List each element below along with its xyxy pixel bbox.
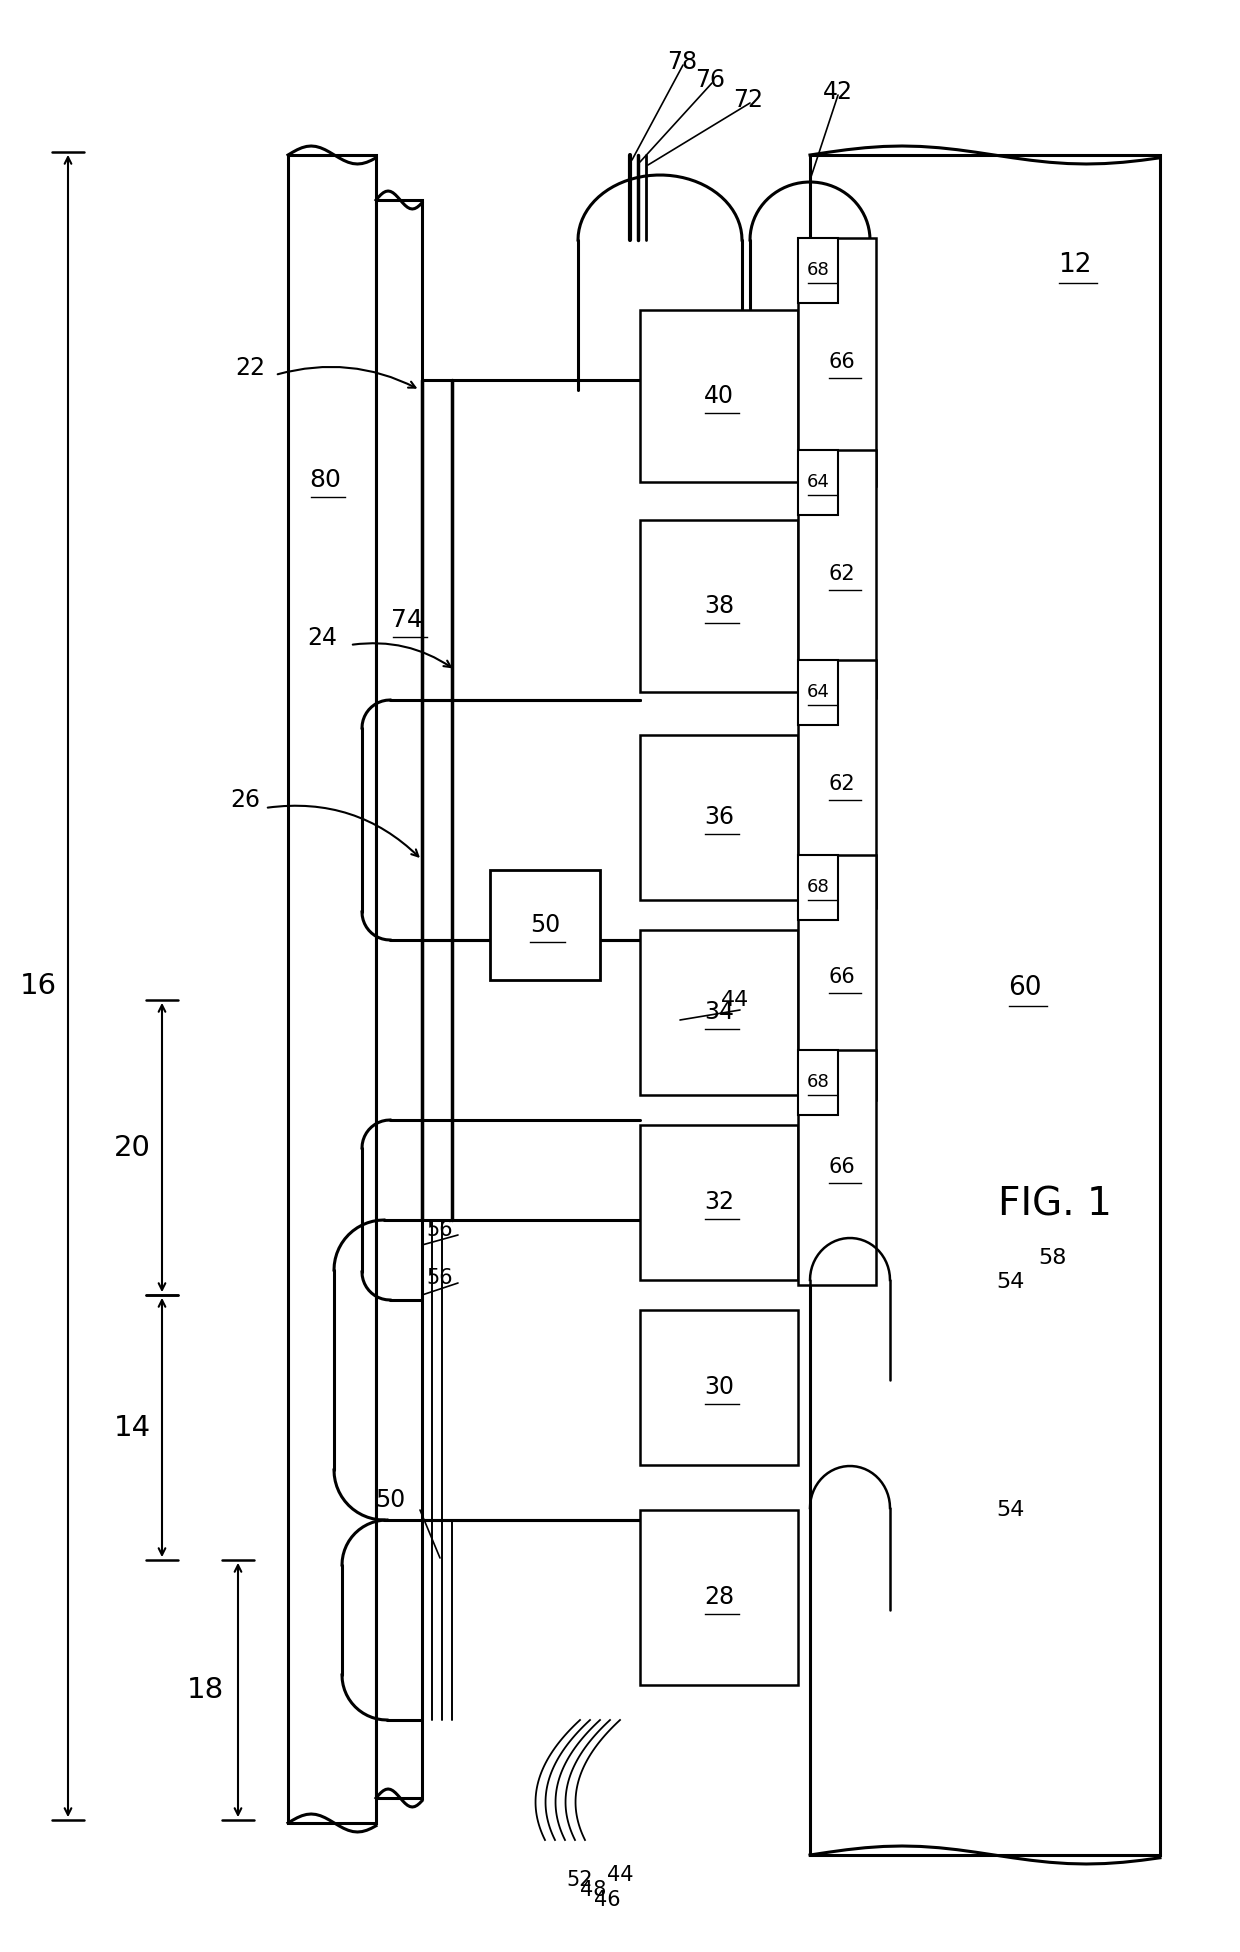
Bar	[799, 855, 875, 1101]
Text: 78: 78	[667, 51, 697, 74]
Text: 62: 62	[828, 775, 856, 794]
Bar	[799, 238, 875, 486]
Text: 62: 62	[828, 564, 856, 584]
Bar	[799, 660, 838, 724]
Text: 50: 50	[374, 1487, 405, 1513]
Text: 50: 50	[529, 914, 560, 937]
Text: 36: 36	[704, 804, 734, 830]
Text: 56: 56	[427, 1220, 454, 1240]
Bar	[640, 1124, 799, 1281]
Text: 24: 24	[308, 627, 337, 650]
Bar	[799, 238, 838, 303]
Text: 72: 72	[733, 88, 763, 111]
Text: 30: 30	[704, 1374, 734, 1400]
Text: 12: 12	[1058, 252, 1091, 277]
Text: 58: 58	[1038, 1247, 1066, 1269]
Text: 14: 14	[113, 1413, 150, 1443]
Text: 68: 68	[807, 262, 830, 279]
Text: 40: 40	[704, 385, 734, 408]
Bar	[799, 660, 875, 908]
Bar	[640, 929, 799, 1095]
Text: 28: 28	[704, 1585, 734, 1608]
Text: 44: 44	[606, 1864, 634, 1886]
Text: 44: 44	[720, 990, 749, 1009]
Text: 42: 42	[823, 80, 853, 103]
Text: 32: 32	[704, 1191, 734, 1214]
Bar	[810, 154, 1159, 1854]
Text: 66: 66	[828, 966, 856, 988]
Bar	[799, 451, 838, 515]
Bar	[376, 199, 422, 1798]
Text: 64: 64	[806, 472, 830, 492]
Bar	[640, 736, 799, 900]
Text: 48: 48	[580, 1880, 606, 1899]
Text: 60: 60	[1008, 974, 1042, 1001]
Text: 26: 26	[229, 789, 260, 812]
Text: 80: 80	[309, 468, 341, 492]
Text: 54: 54	[996, 1499, 1024, 1521]
Bar	[799, 1050, 838, 1115]
Text: 56: 56	[427, 1269, 454, 1288]
Text: 74: 74	[391, 607, 423, 632]
Text: FIG. 1: FIG. 1	[998, 1187, 1112, 1224]
Bar	[799, 855, 838, 919]
Text: 64: 64	[806, 683, 830, 701]
Text: 52: 52	[567, 1870, 593, 1890]
Text: 46: 46	[594, 1890, 620, 1909]
Text: 68: 68	[807, 878, 830, 896]
Text: 18: 18	[186, 1677, 223, 1704]
Text: 20: 20	[114, 1134, 150, 1161]
Text: 66: 66	[828, 351, 856, 373]
Text: 38: 38	[704, 593, 734, 619]
Bar	[799, 451, 875, 699]
Bar	[640, 310, 799, 482]
Bar	[640, 519, 799, 693]
Text: 54: 54	[996, 1273, 1024, 1292]
Bar	[288, 154, 376, 1823]
Bar	[490, 871, 600, 980]
Text: 66: 66	[828, 1158, 856, 1177]
Text: 16: 16	[20, 972, 57, 999]
Bar	[640, 1310, 799, 1466]
Text: 34: 34	[704, 999, 734, 1025]
Bar	[640, 1511, 799, 1685]
Bar	[799, 1050, 875, 1284]
Text: 22: 22	[236, 355, 265, 381]
Text: 76: 76	[694, 68, 725, 92]
Text: 68: 68	[807, 1074, 830, 1091]
